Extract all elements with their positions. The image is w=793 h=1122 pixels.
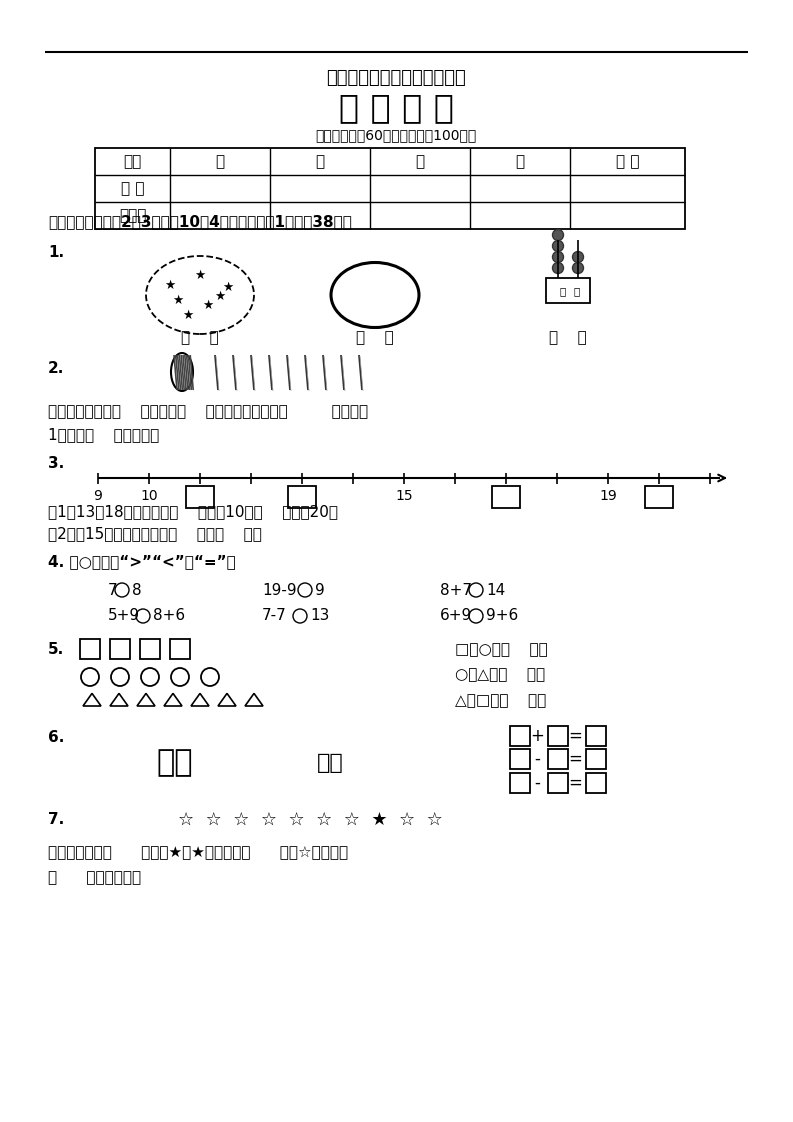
Text: △比□多（    ）个: △比□多（ ）个 <box>455 693 546 708</box>
Text: 9+6: 9+6 <box>486 608 519 624</box>
Text: ★: ★ <box>164 278 175 292</box>
Text: 数 学 试 题: 数 学 试 题 <box>339 92 454 125</box>
Text: ★: ★ <box>194 268 205 282</box>
Text: 四: 四 <box>515 154 524 169</box>
Text: 2.: 2. <box>48 360 64 376</box>
Text: 5+9: 5+9 <box>108 608 140 624</box>
Bar <box>80 640 100 659</box>
Text: 🐇🐇: 🐇🐇 <box>157 748 193 778</box>
Text: 8+6: 8+6 <box>153 608 185 624</box>
Text: 三: 三 <box>416 154 424 169</box>
Text: 7: 7 <box>108 582 117 598</box>
Text: （      ）个五角星。: （ ）个五角星。 <box>48 871 141 885</box>
Text: =: = <box>568 774 582 792</box>
Bar <box>548 749 568 769</box>
Bar <box>546 278 590 303</box>
Text: 新人教版一年级期末调研测试: 新人教版一年级期末调研测试 <box>326 68 465 88</box>
Bar <box>548 773 568 793</box>
Text: =: = <box>568 749 582 767</box>
Bar <box>510 749 530 769</box>
Text: +: + <box>530 727 544 745</box>
Text: （    ）: （ ） <box>181 331 219 346</box>
Text: 一、填一填。（祔2题3分，祆10题4分，其余每穰1分。兣38分）: 一、填一填。（祔2题3分，祆10题4分，其余每穰1分。兣38分） <box>48 214 352 230</box>
Bar <box>288 486 316 508</box>
Text: 5.: 5. <box>48 643 64 657</box>
Bar <box>186 486 214 508</box>
Text: （    ）: （ ） <box>356 331 394 346</box>
Text: 10: 10 <box>140 489 158 503</box>
Text: 8: 8 <box>132 582 142 598</box>
Text: 个: 个 <box>574 286 580 296</box>
Text: （2）和15相邻的两个数是（    ）和（    ）。: （2）和15相邻的两个数是（ ）和（ ）。 <box>48 526 262 542</box>
Text: 7.: 7. <box>48 812 64 828</box>
Bar <box>510 773 530 793</box>
Bar <box>95 148 685 229</box>
Text: -: - <box>534 749 540 767</box>
Bar <box>110 640 130 659</box>
Circle shape <box>553 251 564 263</box>
Bar <box>586 726 606 746</box>
Text: 13: 13 <box>310 608 329 624</box>
Text: 题号: 题号 <box>124 154 142 169</box>
Text: 9: 9 <box>94 489 102 503</box>
Text: 总 分: 总 分 <box>615 154 639 169</box>
Text: 7-7: 7-7 <box>262 608 287 624</box>
Text: （1）13和18这两个数，（    ）接近10，（    ）接近20。: （1）13和18这两个数，（ ）接近10，（ ）接近20。 <box>48 505 338 519</box>
Bar <box>170 640 190 659</box>
Text: 6.: 6. <box>48 730 64 745</box>
Text: ★: ★ <box>182 309 193 322</box>
Text: ○比△少（    ）个: ○比△少（ ）个 <box>455 668 545 682</box>
Text: 🐇🐇: 🐇🐇 <box>316 753 343 773</box>
Bar <box>140 640 160 659</box>
Circle shape <box>553 230 564 240</box>
Bar <box>510 726 530 746</box>
Text: 19-9: 19-9 <box>262 582 297 598</box>
Text: 8+7: 8+7 <box>440 582 472 598</box>
Text: 二: 二 <box>316 154 324 169</box>
Text: （考试时间：60分钟，总分：100分）: （考试时间：60分钟，总分：100分） <box>316 128 477 142</box>
Text: 1根就是（    ）根小棒。: 1根就是（ ）根小棒。 <box>48 427 159 442</box>
Text: 4. 在○里填上“>”“<”或“=”。: 4. 在○里填上“>”“<”或“=”。 <box>48 554 236 570</box>
Text: ★: ★ <box>214 289 226 303</box>
Text: 十: 十 <box>559 286 565 296</box>
Bar <box>586 749 606 769</box>
Text: 核分人: 核分人 <box>119 208 146 223</box>
Text: ★: ★ <box>172 294 184 306</box>
Text: ★: ★ <box>222 280 234 294</box>
Text: -: - <box>534 774 540 792</box>
Text: 9: 9 <box>315 582 325 598</box>
Bar <box>492 486 520 508</box>
Text: （    ）: （ ） <box>549 331 587 346</box>
Circle shape <box>573 263 584 274</box>
Text: 15: 15 <box>395 489 413 503</box>
Text: 得 分: 得 分 <box>121 181 144 196</box>
Text: ☆  ☆  ☆  ☆  ☆  ☆  ☆  ★  ☆  ☆: ☆ ☆ ☆ ☆ ☆ ☆ ☆ ★ ☆ ☆ <box>178 811 442 829</box>
Text: 19: 19 <box>600 489 617 503</box>
Circle shape <box>553 263 564 274</box>
Bar <box>586 773 606 793</box>
Circle shape <box>553 240 564 251</box>
Text: □比○少（    ）个: □比○少（ ）个 <box>455 643 548 657</box>
Circle shape <box>573 251 584 263</box>
Text: 从右边起，第（      ）个是★，★的左边有（      ）个☆，一共有: 从右边起，第（ ）个是★，★的左边有（ ）个☆，一共有 <box>48 846 348 861</box>
Text: 1.: 1. <box>48 245 64 259</box>
Bar <box>645 486 673 508</box>
Text: =: = <box>568 727 582 745</box>
Text: 3.: 3. <box>48 456 64 470</box>
Text: 14: 14 <box>486 582 505 598</box>
Bar <box>548 726 568 746</box>
Text: 6+9: 6+9 <box>440 608 473 624</box>
Text: 一: 一 <box>216 154 224 169</box>
Text: ★: ★ <box>202 298 213 312</box>
Text: 上面的小棒表示（    ）个十和（    ）个一，这个数是（         ）。再添: 上面的小棒表示（ ）个十和（ ）个一，这个数是（ ）。再添 <box>48 405 368 420</box>
